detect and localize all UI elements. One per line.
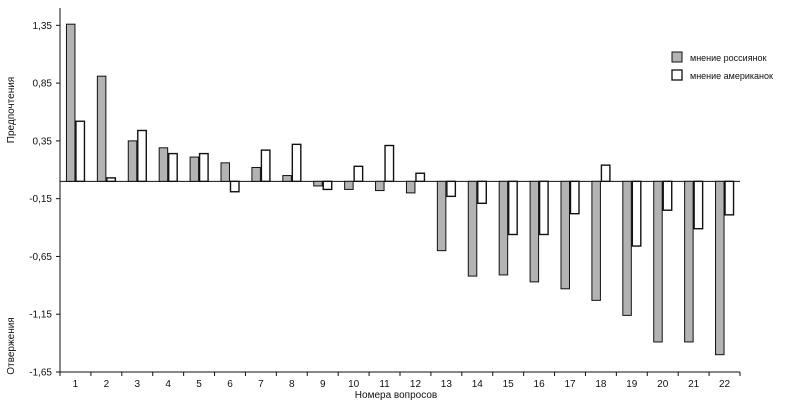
y-tick-label: -1,15 (29, 310, 52, 321)
bar-series-2-q4 (167, 152, 178, 183)
bar-series-2-q10 (353, 165, 364, 183)
x-axis-title: Номера вопросов (355, 390, 437, 401)
bar-series-1-q10 (344, 180, 354, 190)
legend: мнение россиянок мнение американок (671, 51, 773, 81)
bar-series-1-q21 (684, 180, 694, 343)
x-tick-label: 15 (503, 379, 515, 390)
bar-series-2-q22 (724, 180, 735, 216)
bar-series-2-q15 (507, 180, 518, 236)
x-tick-label: 5 (196, 379, 202, 390)
bar-series-1-q8 (282, 175, 292, 182)
x-tick-label: 6 (227, 379, 233, 390)
x-tick-label: 2 (104, 379, 110, 390)
x-tick-label: 8 (289, 379, 295, 390)
bar-series-2-q9 (322, 180, 333, 191)
bar-series-2-q18 (600, 164, 611, 183)
bar-series-2-q19 (631, 180, 642, 247)
bar-series-2-q6 (229, 180, 240, 193)
x-tick-label: 14 (472, 379, 484, 390)
bar-series-1-q9 (313, 180, 323, 187)
bar-series-2-q14 (477, 180, 487, 204)
bar-series-1-q3 (127, 140, 138, 182)
bar-series-1-q6 (220, 162, 230, 182)
x-tick-label: 4 (165, 379, 171, 390)
x-tick-label: 19 (626, 379, 638, 390)
bar-series-1-q4 (158, 147, 169, 182)
x-tick-label: 7 (258, 379, 264, 390)
x-tick-label: 16 (534, 379, 546, 390)
bar-series-1-q15 (498, 180, 509, 276)
legend-swatch-russian (671, 51, 683, 63)
legend-label-american: мнение американок (690, 71, 773, 81)
y-tick-label: 0,35 (33, 136, 53, 147)
x-tick-label: 9 (320, 379, 326, 390)
bar-series-2-q20 (662, 180, 673, 211)
bar-series-1-q19 (622, 180, 632, 316)
bar-series-2-q17 (569, 180, 580, 215)
x-tick-label: 17 (564, 379, 576, 390)
bar-series-2-q21 (693, 180, 704, 230)
bar-series-1-q14 (467, 180, 478, 277)
y-axis-title-top: Предпочтения (6, 77, 17, 143)
x-tick-label: 18 (595, 379, 607, 390)
bar-series-2-q3 (137, 129, 147, 183)
bar-series-2-q2 (106, 177, 117, 183)
x-tick-label: 11 (379, 379, 390, 390)
bars (65, 23, 735, 356)
bar-series-2-q12 (415, 172, 426, 183)
bar-series-2-q11 (384, 144, 395, 183)
bar-series-2-q1 (75, 120, 86, 183)
bar-series-1-q20 (653, 180, 663, 343)
bar-series-2-q5 (198, 152, 209, 183)
bar-series-2-q16 (538, 180, 549, 236)
x-tick-label: 13 (441, 379, 453, 390)
x-tick-label: 21 (688, 379, 700, 390)
y-tick-label: -0,65 (29, 252, 52, 263)
y-tick-label: -0,15 (29, 194, 52, 205)
x-tick-label: 10 (348, 379, 360, 390)
bar-series-1-q11 (375, 180, 385, 192)
bar-series-1-q1 (65, 23, 76, 182)
bar-series-1-q5 (189, 156, 200, 182)
y-axis: 1,35 0,85 0,35 -0,15 -0,65 -1,15 -1,65 (29, 8, 61, 379)
y-tick-label: 0,85 (33, 79, 53, 90)
y-tick-label: -1,65 (29, 368, 52, 379)
legend-label-russian: мнение россиянок (690, 53, 767, 63)
y-axis-title-bottom: Отвержения (6, 317, 17, 374)
legend-swatch-american (671, 69, 683, 81)
bar-series-1-q7 (251, 166, 261, 182)
x-tick-label: 20 (657, 379, 669, 390)
x-tick-label: 1 (73, 379, 79, 390)
bar-series-1-q16 (529, 180, 540, 283)
bar-series-1-q17 (560, 180, 570, 290)
x-tick-label: 22 (719, 379, 731, 390)
y-tick-label: 1,35 (33, 21, 53, 32)
bar-series-1-q12 (405, 180, 416, 194)
bar-series-1-q13 (436, 180, 447, 252)
bar-series-2-q7 (260, 149, 271, 183)
bar-series-2-q8 (291, 143, 302, 183)
x-tick-label: 3 (134, 379, 140, 390)
bar-series-1-q22 (715, 180, 725, 356)
bar-series-1-q2 (96, 75, 107, 182)
bar-series-2-q13 (446, 180, 457, 198)
bar-series-1-q18 (591, 180, 601, 301)
x-tick-label: 12 (410, 379, 422, 390)
